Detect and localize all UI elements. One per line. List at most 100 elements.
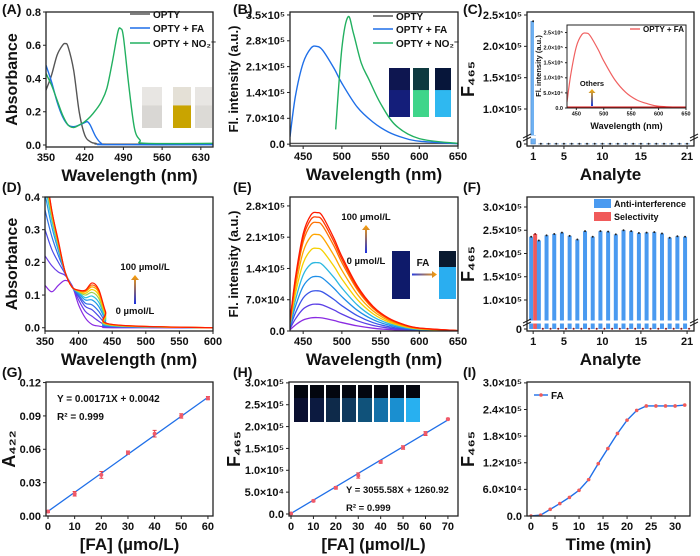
panel-label: (A) (2, 1, 21, 17)
error-cap (664, 327, 667, 330)
vial-photo-top (294, 385, 308, 398)
annotation-low: 0 µmol/L (347, 256, 386, 267)
plot-frame (44, 196, 214, 332)
error-cap (686, 142, 689, 145)
x-tick-label: 50 (175, 521, 187, 533)
x-tick-label: 450 (294, 336, 312, 348)
x-tick-label: 1 (530, 151, 536, 163)
panel-label: (E) (233, 179, 252, 195)
x-tick-label: 560 (153, 152, 171, 164)
error-cap (676, 235, 679, 238)
spectrum-line (290, 247, 458, 331)
panel-g: (G) [FA] (µmo/L) A₄₂₂ 0 10 20 30 40 50 60 0.00 0.03… (0, 364, 214, 554)
y-tick-label: 1.5×10⁵ (483, 272, 522, 284)
error-cap (553, 232, 556, 235)
legend-marker (539, 393, 543, 397)
bar-anti-interference (636, 233, 641, 329)
x-axis-title: Analyte (580, 350, 641, 369)
axis-break-gap (527, 135, 694, 139)
y-tick-label: 2.8×10⁵ (246, 36, 285, 48)
y-tick-label: 5.0×10⁴ (543, 91, 563, 97)
vial-solution (389, 90, 410, 117)
error-cap (560, 231, 563, 234)
error-cap (649, 327, 652, 330)
error-cap (593, 142, 596, 145)
arrow-right-icon (412, 271, 437, 278)
y-tick-label: 0.4 (25, 192, 41, 204)
x-tick-label: 40 (375, 521, 387, 533)
axis-break-gap (527, 320, 694, 324)
annotation-high: 100 µmol/L (120, 262, 169, 273)
x-tick-label: 30 (122, 521, 134, 533)
bar-anti-interference (575, 239, 580, 329)
x-tick-label: 50 (397, 521, 409, 533)
panel-b: (B) Wavelength (nm) Fl. intensity (a.u.) 45… (226, 1, 467, 184)
y-tick-label: 0.0 (25, 323, 40, 335)
plot-frame (45, 11, 214, 148)
x-tick-label: 30 (669, 521, 681, 533)
x-tick-label: 550 (371, 151, 389, 163)
data-point (445, 417, 450, 422)
bar-anti-interference (675, 236, 680, 329)
x-tick-label: 550 (627, 112, 636, 118)
inset-legend-label: OPTY + FA (643, 25, 684, 34)
legend-swatch (594, 199, 611, 208)
vial-photo-top (326, 385, 340, 398)
data-point (289, 511, 294, 516)
y-tick-label: 1.0×10⁵ (483, 295, 522, 307)
fit-equation: Y = 3055.58X + 1260.92 (346, 485, 449, 496)
x-tick-label: 600 (654, 112, 663, 118)
bar-anti-interference (567, 235, 572, 329)
bar-anti-interference (544, 235, 549, 329)
legend-label: Selectivity (614, 212, 659, 222)
x-tick-label: 490 (114, 152, 132, 164)
error-cap (564, 327, 567, 330)
arrow-up-icon (131, 275, 139, 304)
data-point (538, 513, 543, 516)
x-axis-title: Wavelength (nm) (61, 350, 197, 369)
error-cap (557, 327, 560, 330)
data-point (596, 461, 601, 466)
y-tick-label: 2.0×10⁵ (483, 41, 522, 53)
y-tick-label: 0 (516, 139, 522, 151)
x-tick-label: 21 (681, 336, 693, 348)
error-cap (655, 142, 658, 145)
data-point (378, 459, 383, 464)
bar-anti-interference (559, 232, 564, 329)
legend-label: OPTY (153, 10, 181, 21)
arrow-label: FA (417, 258, 430, 269)
spectrum-line (290, 316, 458, 331)
y-tick-label: 2.5×10⁵ (543, 30, 563, 36)
x-tick-label: 5 (552, 521, 558, 533)
plot-area (290, 15, 458, 145)
plot-frame (288, 381, 459, 517)
plot-frame (526, 381, 691, 517)
plot-frame (526, 11, 695, 147)
bar-anti-interference (613, 234, 618, 329)
y-tick-label: 1.0×10⁵ (543, 76, 563, 82)
error-cap (541, 327, 544, 330)
error-cap (588, 327, 591, 330)
x-tick-label: 500 (333, 151, 351, 163)
panel-a: (A) Wavelength (nm) Absorbance 350 420 490 560… (2, 1, 216, 185)
y-tick-label: 0.2 (26, 107, 41, 119)
x-tick-label: 70 (442, 521, 454, 533)
fit-line (290, 419, 449, 514)
x-tick-label: 350 (37, 152, 55, 164)
r-squared: R² = 0.999 (57, 412, 104, 423)
vial-solution (173, 105, 191, 128)
legend-label: OPTY + NO₂⁻ (153, 39, 216, 50)
error-cap (678, 142, 681, 145)
x-tick-label: 600 (410, 336, 428, 348)
error-cap (537, 239, 540, 242)
x-tick-label: 60 (419, 521, 431, 533)
annotation-high: 100 µmol/L (341, 212, 390, 223)
x-tick-label: 5 (561, 151, 567, 163)
plot-area (289, 417, 450, 516)
error-cap (624, 142, 627, 145)
error-cap (611, 327, 614, 330)
y-tick-label: 2.5×10⁵ (483, 225, 522, 237)
y-tick-label: 6.0×10⁴ (483, 484, 522, 496)
vial-solution (142, 105, 162, 128)
